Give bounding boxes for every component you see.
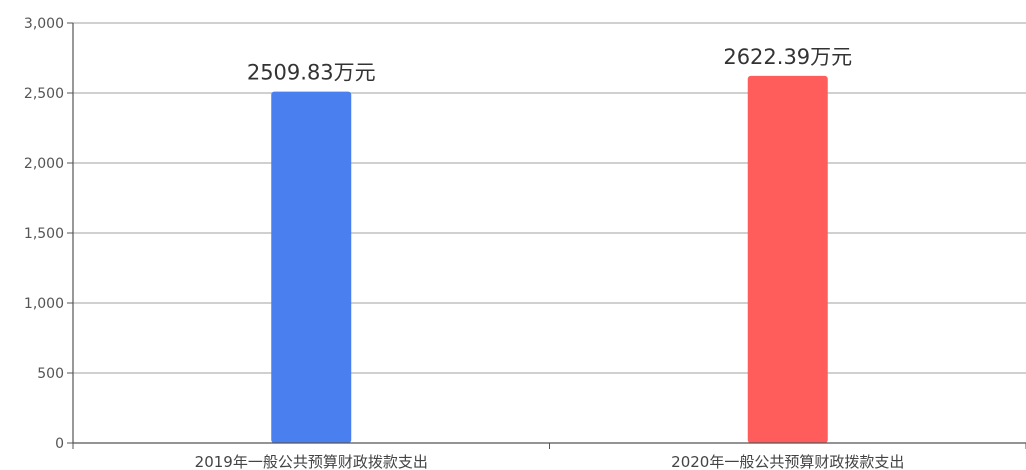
x-category-label: 2020年一般公共预算财政拨款支出 xyxy=(671,453,904,470)
y-tick-label: 1,000 xyxy=(24,296,64,312)
labels: 0 500 1,000 1,500 2,000 2,500 3,000 2509.83万元 20… xyxy=(24,16,904,470)
bar-data-label: 2509.83万元 xyxy=(247,61,376,85)
y-tick-label: 1,500 xyxy=(24,226,64,242)
y-tick-label: 2,500 xyxy=(24,86,64,102)
y-tick-label: 2,000 xyxy=(24,156,64,172)
y-tick-label: 3,000 xyxy=(24,16,64,32)
y-tick-label: 0 xyxy=(55,436,64,452)
bar-1 xyxy=(271,91,352,443)
bars xyxy=(271,75,828,443)
bar-data-label: 2622.39万元 xyxy=(723,45,852,69)
axes xyxy=(67,22,1026,449)
gridlines xyxy=(73,22,1026,374)
bar-2 xyxy=(747,75,828,443)
x-category-label: 2019年一般公共预算财政拨款支出 xyxy=(195,453,428,470)
y-tick-label: 500 xyxy=(37,366,64,382)
